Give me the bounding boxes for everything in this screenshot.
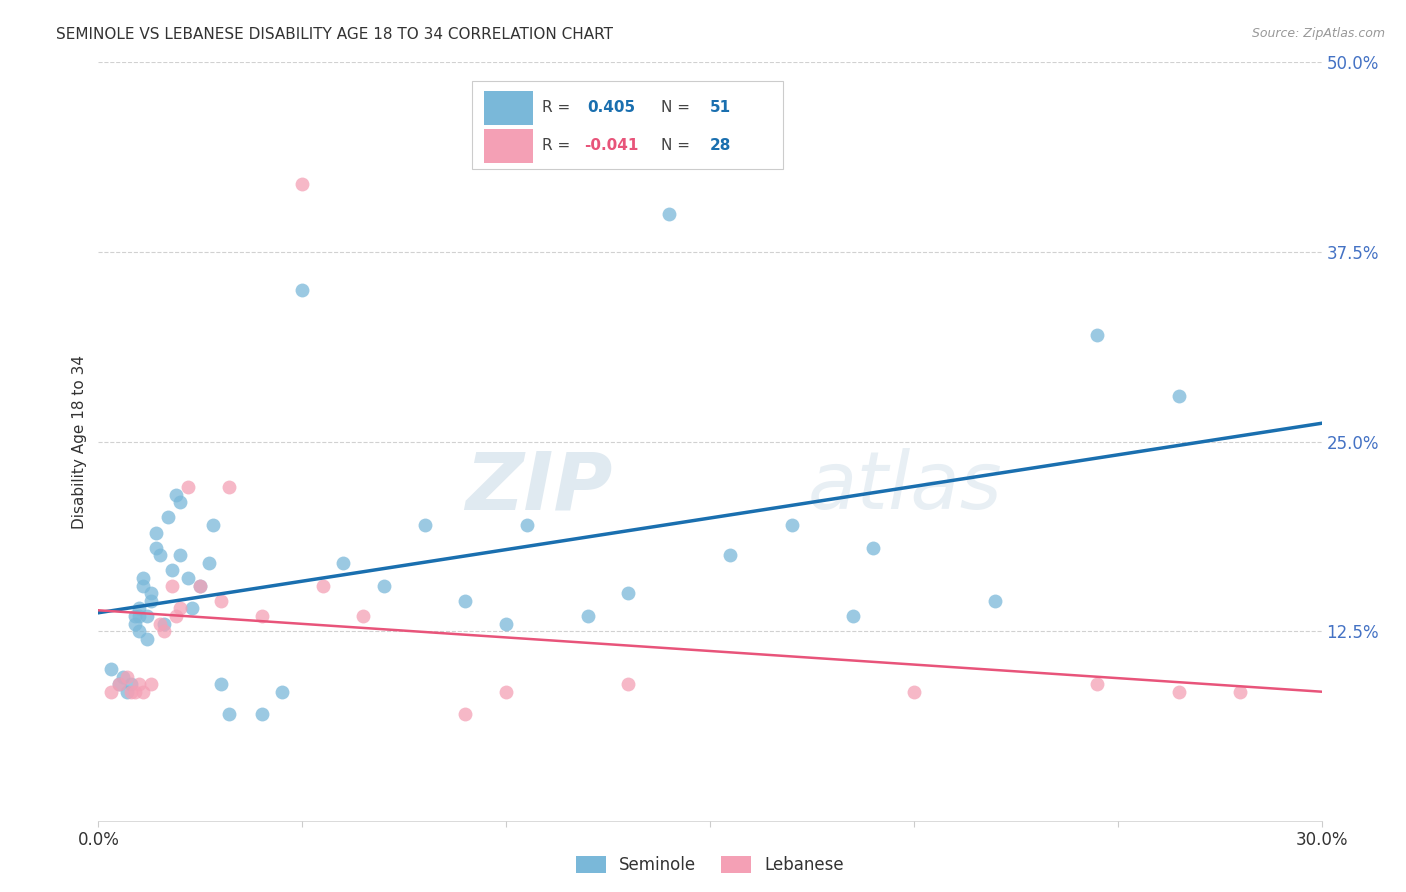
Point <box>177 480 200 494</box>
Point <box>352 608 374 623</box>
Point <box>141 586 163 600</box>
Y-axis label: Disability Age 18 to 34: Disability Age 18 to 34 <box>72 354 87 529</box>
Point <box>197 556 219 570</box>
Point <box>100 662 122 676</box>
Point <box>209 594 232 608</box>
Text: 0.405: 0.405 <box>588 101 636 115</box>
Point <box>160 579 183 593</box>
Point <box>115 669 138 683</box>
Point <box>576 608 599 623</box>
Text: R =: R = <box>543 138 575 153</box>
Point <box>145 525 167 540</box>
Text: 28: 28 <box>710 138 731 153</box>
Point <box>1167 389 1189 403</box>
Point <box>115 685 138 699</box>
Point <box>124 608 146 623</box>
Point <box>108 677 131 691</box>
Point <box>495 616 517 631</box>
Point <box>841 608 863 623</box>
Text: ZIP: ZIP <box>465 448 612 526</box>
Point <box>413 517 436 532</box>
Point <box>780 517 803 532</box>
Text: Source: ZipAtlas.com: Source: ZipAtlas.com <box>1251 27 1385 40</box>
Point <box>617 586 640 600</box>
Point <box>332 556 354 570</box>
Point <box>132 685 155 699</box>
Point <box>1085 677 1108 691</box>
Point <box>188 579 212 593</box>
Point <box>718 548 742 563</box>
Point <box>1229 685 1251 699</box>
Point <box>516 517 538 532</box>
Point <box>111 669 134 683</box>
Point <box>132 571 155 585</box>
Point <box>188 579 212 593</box>
Point <box>108 677 131 691</box>
Point <box>373 579 395 593</box>
Point <box>128 608 150 623</box>
Point <box>136 632 159 646</box>
Point <box>658 207 681 221</box>
Point <box>291 283 314 297</box>
Point <box>312 579 335 593</box>
Text: -0.041: -0.041 <box>583 138 638 153</box>
Point <box>120 677 142 691</box>
Point <box>201 517 224 532</box>
Point <box>152 624 174 639</box>
Point <box>270 685 294 699</box>
Bar <box>484 91 533 125</box>
Bar <box>484 128 533 163</box>
Point <box>1085 328 1108 343</box>
Point <box>124 685 146 699</box>
Point <box>100 685 122 699</box>
Point <box>128 624 150 639</box>
Text: N =: N = <box>661 138 695 153</box>
Point <box>128 601 150 615</box>
Point <box>218 707 240 722</box>
Point <box>181 601 204 615</box>
Point <box>250 707 273 722</box>
Point <box>141 594 163 608</box>
Point <box>169 548 191 563</box>
Point <box>160 564 183 578</box>
Point <box>152 616 174 631</box>
Point <box>495 685 517 699</box>
Text: N =: N = <box>661 101 695 115</box>
Text: atlas: atlas <box>808 448 1002 526</box>
Point <box>145 541 167 555</box>
Point <box>209 677 232 691</box>
Point <box>1167 685 1189 699</box>
Point <box>124 616 146 631</box>
Point <box>149 616 172 631</box>
Text: SEMINOLE VS LEBANESE DISABILITY AGE 18 TO 34 CORRELATION CHART: SEMINOLE VS LEBANESE DISABILITY AGE 18 T… <box>56 27 613 42</box>
Point <box>165 487 187 501</box>
Point <box>169 495 191 509</box>
Point <box>165 608 187 623</box>
Point <box>177 571 200 585</box>
FancyBboxPatch shape <box>471 81 783 169</box>
Point <box>128 677 150 691</box>
Point <box>136 608 159 623</box>
Point <box>169 601 191 615</box>
Point <box>862 541 884 555</box>
Point <box>454 707 477 722</box>
Point <box>120 685 142 699</box>
Point <box>903 685 925 699</box>
Point <box>617 677 640 691</box>
Legend: Seminole, Lebanese: Seminole, Lebanese <box>569 849 851 880</box>
Point <box>156 510 179 524</box>
Point <box>291 177 314 191</box>
Point <box>454 594 477 608</box>
Point <box>132 579 155 593</box>
Point <box>141 677 163 691</box>
Point <box>250 608 273 623</box>
Text: R =: R = <box>543 101 575 115</box>
Point <box>218 480 240 494</box>
Text: 51: 51 <box>710 101 731 115</box>
Point <box>984 594 1007 608</box>
Point <box>149 548 172 563</box>
